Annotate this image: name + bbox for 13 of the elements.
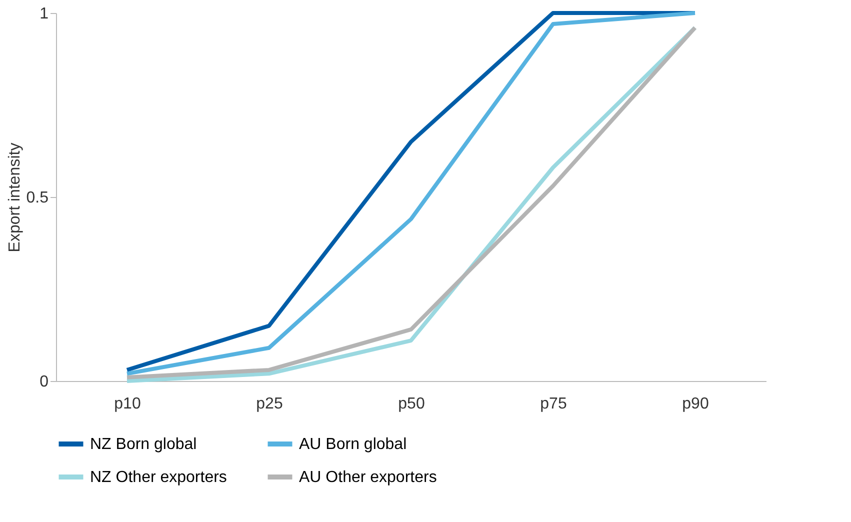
legend-label: NZ Born global [90,436,197,453]
legend-label: AU Born global [299,436,407,453]
legend-label: AU Other exporters [299,469,437,486]
x-tick-label: p25 [256,396,283,412]
y-tick-label: 1 [40,6,49,22]
y-axis-title: Export intensity [6,142,24,252]
y-tick-label: 0 [40,374,49,390]
x-tick-label: p75 [540,396,567,412]
x-tick-label: p10 [114,396,141,412]
x-tick-label: p50 [398,396,425,412]
y-tick-label: 0.5 [26,190,49,206]
legend-label: NZ Other exporters [90,469,227,486]
x-tick-label: p90 [682,396,709,412]
